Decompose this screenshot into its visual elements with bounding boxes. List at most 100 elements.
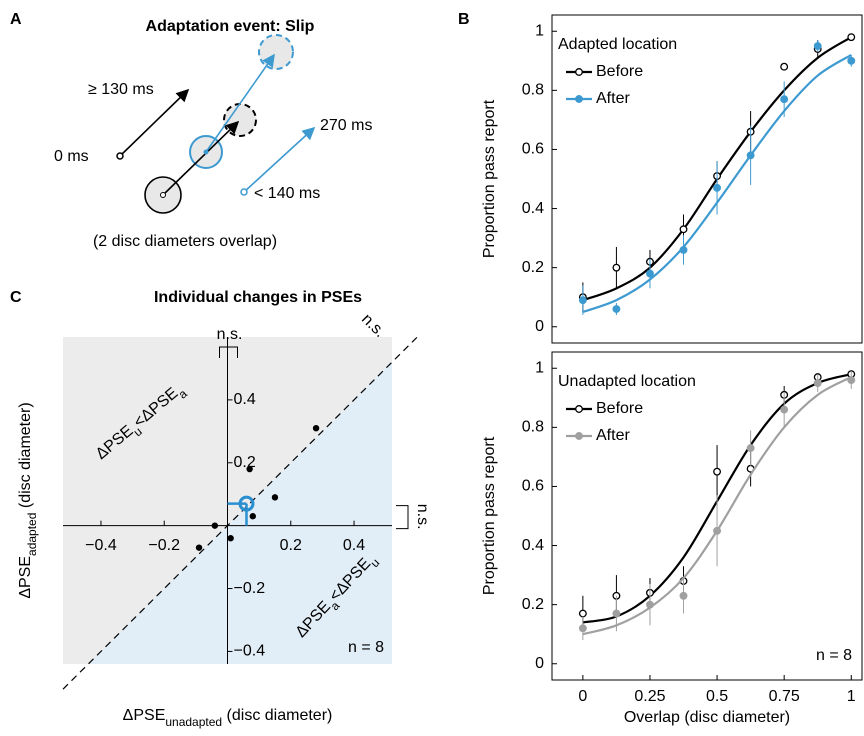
y-axis-label-part: (disc diameter)	[17, 402, 34, 512]
data-point	[746, 444, 755, 452]
ns-bracket	[396, 505, 409, 530]
y-tick-label: −0.4	[234, 643, 266, 660]
data-point	[780, 405, 789, 414]
ns-label: n.s.	[358, 311, 388, 341]
data-point	[612, 305, 621, 313]
data-point	[578, 624, 587, 633]
disc-center	[160, 192, 166, 198]
y-tick-label: 0.8	[522, 419, 544, 436]
ns-label: n.s.	[217, 326, 243, 343]
data-point	[713, 467, 722, 476]
arrow	[243, 126, 316, 193]
panel-label: C	[10, 289, 22, 306]
y-axis-label-part: ΔPSE	[17, 556, 34, 599]
plot-frame	[551, 351, 863, 681]
time-label: ≥ 130 ms	[88, 81, 154, 98]
data-point	[679, 225, 688, 234]
x-tick-label: 0.75	[769, 688, 800, 705]
data-point	[813, 379, 822, 387]
panel-label: B	[458, 11, 470, 28]
x-tick-label: −0.2	[148, 537, 180, 554]
region-below	[88, 362, 393, 664]
data-point	[211, 522, 219, 529]
legend-title: Adapted location	[558, 36, 677, 53]
data-point	[679, 245, 688, 254]
data-point	[646, 600, 654, 609]
plot-frame	[551, 14, 863, 344]
y-tick-label: 0.4	[522, 200, 544, 217]
y-tick-label: 0.6	[522, 478, 544, 495]
disc	[258, 34, 294, 70]
ns-bracket	[219, 346, 238, 358]
start-dot	[240, 188, 248, 196]
data-point	[713, 526, 722, 535]
disc-center	[203, 149, 209, 155]
data-point	[780, 95, 789, 104]
y-tick-label: 1	[535, 359, 544, 376]
x-tick-label: 0.5	[706, 688, 728, 705]
annotation: n = 8	[816, 647, 852, 664]
y-tick-label: 0.6	[522, 141, 544, 158]
legend-marker	[575, 68, 583, 76]
y-axis-label: ΔPSEadapted (disc diameter)	[17, 402, 39, 598]
data-point	[746, 151, 755, 160]
x-tick-label: 0.4	[343, 537, 365, 554]
time-label: 270 ms	[320, 117, 372, 134]
diagram-title: Adaptation event: Slip	[146, 18, 315, 35]
y-tick-label: 0.4	[234, 391, 256, 408]
legend-label: After	[596, 90, 630, 107]
legend-title: Unadapted location	[558, 373, 696, 390]
x-tick-label: 1	[847, 688, 856, 705]
legend-label: Before	[596, 63, 643, 80]
data-point	[578, 609, 587, 618]
x-tick-label: 0	[578, 688, 587, 705]
data-point	[813, 42, 822, 50]
y-tick-label: 0	[535, 655, 544, 672]
data-point	[612, 263, 621, 272]
data-point	[312, 424, 320, 432]
legend-label: Before	[596, 400, 643, 417]
data-point	[271, 494, 279, 501]
data-point	[847, 56, 856, 65]
time-label: 0 ms	[54, 148, 89, 165]
legend-label: After	[596, 427, 630, 444]
annotation: n = 8	[348, 639, 384, 656]
y-tick-label: 0	[535, 318, 544, 335]
ns-label: n.s.	[414, 504, 431, 530]
y-axis-label: Proportion pass report	[481, 436, 498, 595]
arrow	[205, 53, 275, 153]
data-point	[713, 183, 722, 192]
y-tick-label: 0.2	[522, 259, 544, 276]
data-point	[195, 544, 203, 551]
x-axis-label: Overlap (disc diameter)	[624, 709, 790, 726]
legend-marker	[575, 95, 583, 103]
panel-label: A	[10, 11, 22, 28]
legend-marker	[575, 432, 583, 440]
y-tick-label: 0.4	[522, 537, 544, 554]
mean-point	[238, 495, 255, 512]
diagram: Adaptation event: Slip ≥ 130 ms 0 ms 270…	[54, 18, 372, 250]
data-point	[227, 535, 234, 542]
start-dot	[116, 152, 124, 160]
x-axis-label: ΔPSEunadapted (disc diameter)	[123, 707, 333, 729]
data-point	[847, 376, 856, 385]
data-point	[646, 269, 654, 278]
x-axis-label-part: unadapted	[165, 715, 222, 729]
legend-marker	[575, 405, 583, 413]
x-tick-label: 0.25	[634, 688, 665, 705]
chart-title: Individual changes in PSEs	[154, 289, 362, 306]
y-tick-label: 0.8	[522, 82, 544, 99]
x-tick-label: −0.4	[85, 537, 117, 554]
y-tick-label: −0.2	[234, 580, 266, 597]
data-point	[847, 33, 856, 42]
data-point	[578, 296, 587, 305]
x-axis-label-part: (disc diameter)	[222, 707, 332, 724]
data-point	[679, 591, 688, 600]
caption: (2 disc diameters overlap)	[93, 233, 277, 250]
y-axis-label-part: adapted	[25, 513, 39, 556]
y-axis-label: Proportion pass report	[481, 99, 498, 258]
arrow	[119, 88, 190, 157]
data-point	[612, 609, 621, 618]
x-tick-label: 0.2	[280, 537, 302, 554]
